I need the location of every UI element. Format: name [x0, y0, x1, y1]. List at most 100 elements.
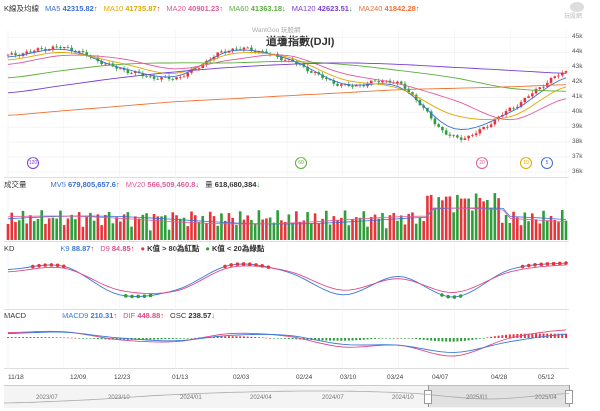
volume-bar	[553, 219, 557, 240]
candle-body	[441, 126, 444, 131]
logo-icon	[570, 2, 584, 12]
osc-bar	[220, 336, 223, 338]
volume-bar	[100, 225, 103, 240]
mv5-legend[interactable]: MV5 679,805,657.6↑	[50, 180, 120, 189]
marker-60[interactable]: 60	[295, 157, 307, 169]
year-label: 2023/07	[36, 395, 58, 401]
marker-20[interactable]: 20	[476, 157, 488, 169]
volume-bar	[512, 211, 515, 240]
osc-bar	[486, 337, 489, 339]
d-legend[interactable]: D9 84.85↑	[100, 244, 135, 253]
volume-bar	[96, 214, 100, 240]
kd-overbought-dot	[241, 262, 246, 266]
osc-bar	[227, 336, 230, 338]
mv20-legend[interactable]: MV20 566,509,460.8↓	[125, 180, 200, 189]
candle-body	[369, 80, 373, 84]
series-line-ma5	[7, 48, 567, 130]
osc-bar	[254, 337, 257, 338]
kd-overbought-dot	[37, 263, 41, 268]
k-legend[interactable]: K9 88.87↑	[60, 244, 95, 253]
marker-5[interactable]: 5	[541, 157, 553, 169]
osc-bar	[445, 338, 448, 342]
volume-bar	[471, 210, 474, 240]
volume-bar	[295, 211, 298, 240]
candle-body	[104, 63, 107, 65]
vol-legend[interactable]: 量 618,680,384↓	[205, 180, 261, 189]
candle-body	[493, 119, 497, 125]
volume-bar	[418, 217, 422, 240]
candle-body	[25, 51, 29, 54]
osc-bar	[493, 336, 496, 338]
kd-overbought-dot	[558, 261, 562, 266]
range-right-handle[interactable]	[565, 390, 573, 404]
watermark: WantGoo 玩股網	[252, 27, 301, 34]
candle-body	[381, 80, 384, 83]
candle-body	[160, 77, 163, 80]
macd9-legend[interactable]: MACD9 210.31↑	[62, 311, 118, 320]
volume-bar	[298, 221, 302, 240]
ma240-legend[interactable]: MA240 41842.28↑	[358, 4, 420, 13]
osc-bar	[81, 338, 84, 339]
ma60-legend[interactable]: MA60 41363.18↓	[229, 4, 286, 13]
osc-bar	[362, 338, 365, 340]
osc-bar	[377, 338, 380, 339]
volume-bar	[366, 226, 369, 240]
candle-body	[557, 75, 560, 77]
range-left-handle[interactable]	[424, 390, 432, 404]
candle-body	[59, 47, 62, 49]
osc-bar	[359, 338, 362, 340]
marker-10[interactable]: 10	[520, 157, 532, 169]
osc-bar	[70, 337, 73, 339]
volume-bar	[287, 214, 291, 240]
candle-body	[167, 76, 171, 80]
volume-bar	[182, 217, 186, 240]
volume-bar	[77, 212, 81, 240]
volume-bar	[25, 223, 29, 240]
candle-body	[523, 97, 527, 103]
volume-bar	[377, 218, 381, 240]
date-label: 02/03	[233, 374, 250, 381]
candle-body	[396, 81, 399, 83]
kd-overbought-dot	[55, 263, 60, 268]
volume-bar	[227, 213, 231, 240]
series-line-ma120	[7, 62, 567, 94]
ma20-legend[interactable]: MA20 40901.23↑	[166, 4, 224, 13]
kd-overbought-dot	[235, 262, 240, 266]
volume-bar	[422, 221, 425, 240]
osc-bar	[21, 337, 24, 338]
ma120-legend[interactable]: MA120 42623.51↓	[291, 4, 353, 13]
mv20-line	[7, 207, 567, 225]
dif-legend[interactable]: DIF 448.88↑	[123, 311, 165, 320]
candle-body	[433, 118, 437, 125]
ma5-legend[interactable]: MA5 42315.82↑	[45, 4, 98, 13]
candle-body	[96, 57, 100, 62]
y-tick: 42k	[572, 78, 583, 85]
osc-bar	[280, 338, 283, 339]
osc-bar	[295, 338, 298, 340]
candle-body	[250, 47, 253, 51]
osc-bar	[145, 338, 148, 340]
volume-bar	[437, 197, 440, 240]
candle-body	[242, 47, 246, 50]
candle-body	[336, 83, 339, 86]
volume-bar	[444, 196, 448, 240]
candle-body	[549, 78, 553, 83]
kd-oversold-dot	[148, 293, 153, 298]
candle-body	[197, 68, 201, 69]
ma10-legend[interactable]: MA10 41735.87↑	[103, 4, 161, 13]
date-label: 03/10	[340, 374, 357, 381]
volume-bar	[369, 217, 373, 240]
volume-bar	[186, 226, 190, 240]
candle-body	[456, 135, 459, 138]
candle-body	[182, 76, 186, 78]
osc-bar	[463, 338, 466, 341]
candle-body	[141, 73, 145, 77]
volume-bar	[538, 223, 542, 240]
marker-120[interactable]: 120	[27, 157, 39, 169]
volume-bar	[40, 210, 44, 240]
kd-overbought-dot	[533, 263, 537, 267]
osc-legend[interactable]: OSC 238.57↓	[170, 311, 216, 320]
volume-bar	[156, 216, 160, 240]
osc-bar	[355, 338, 358, 341]
